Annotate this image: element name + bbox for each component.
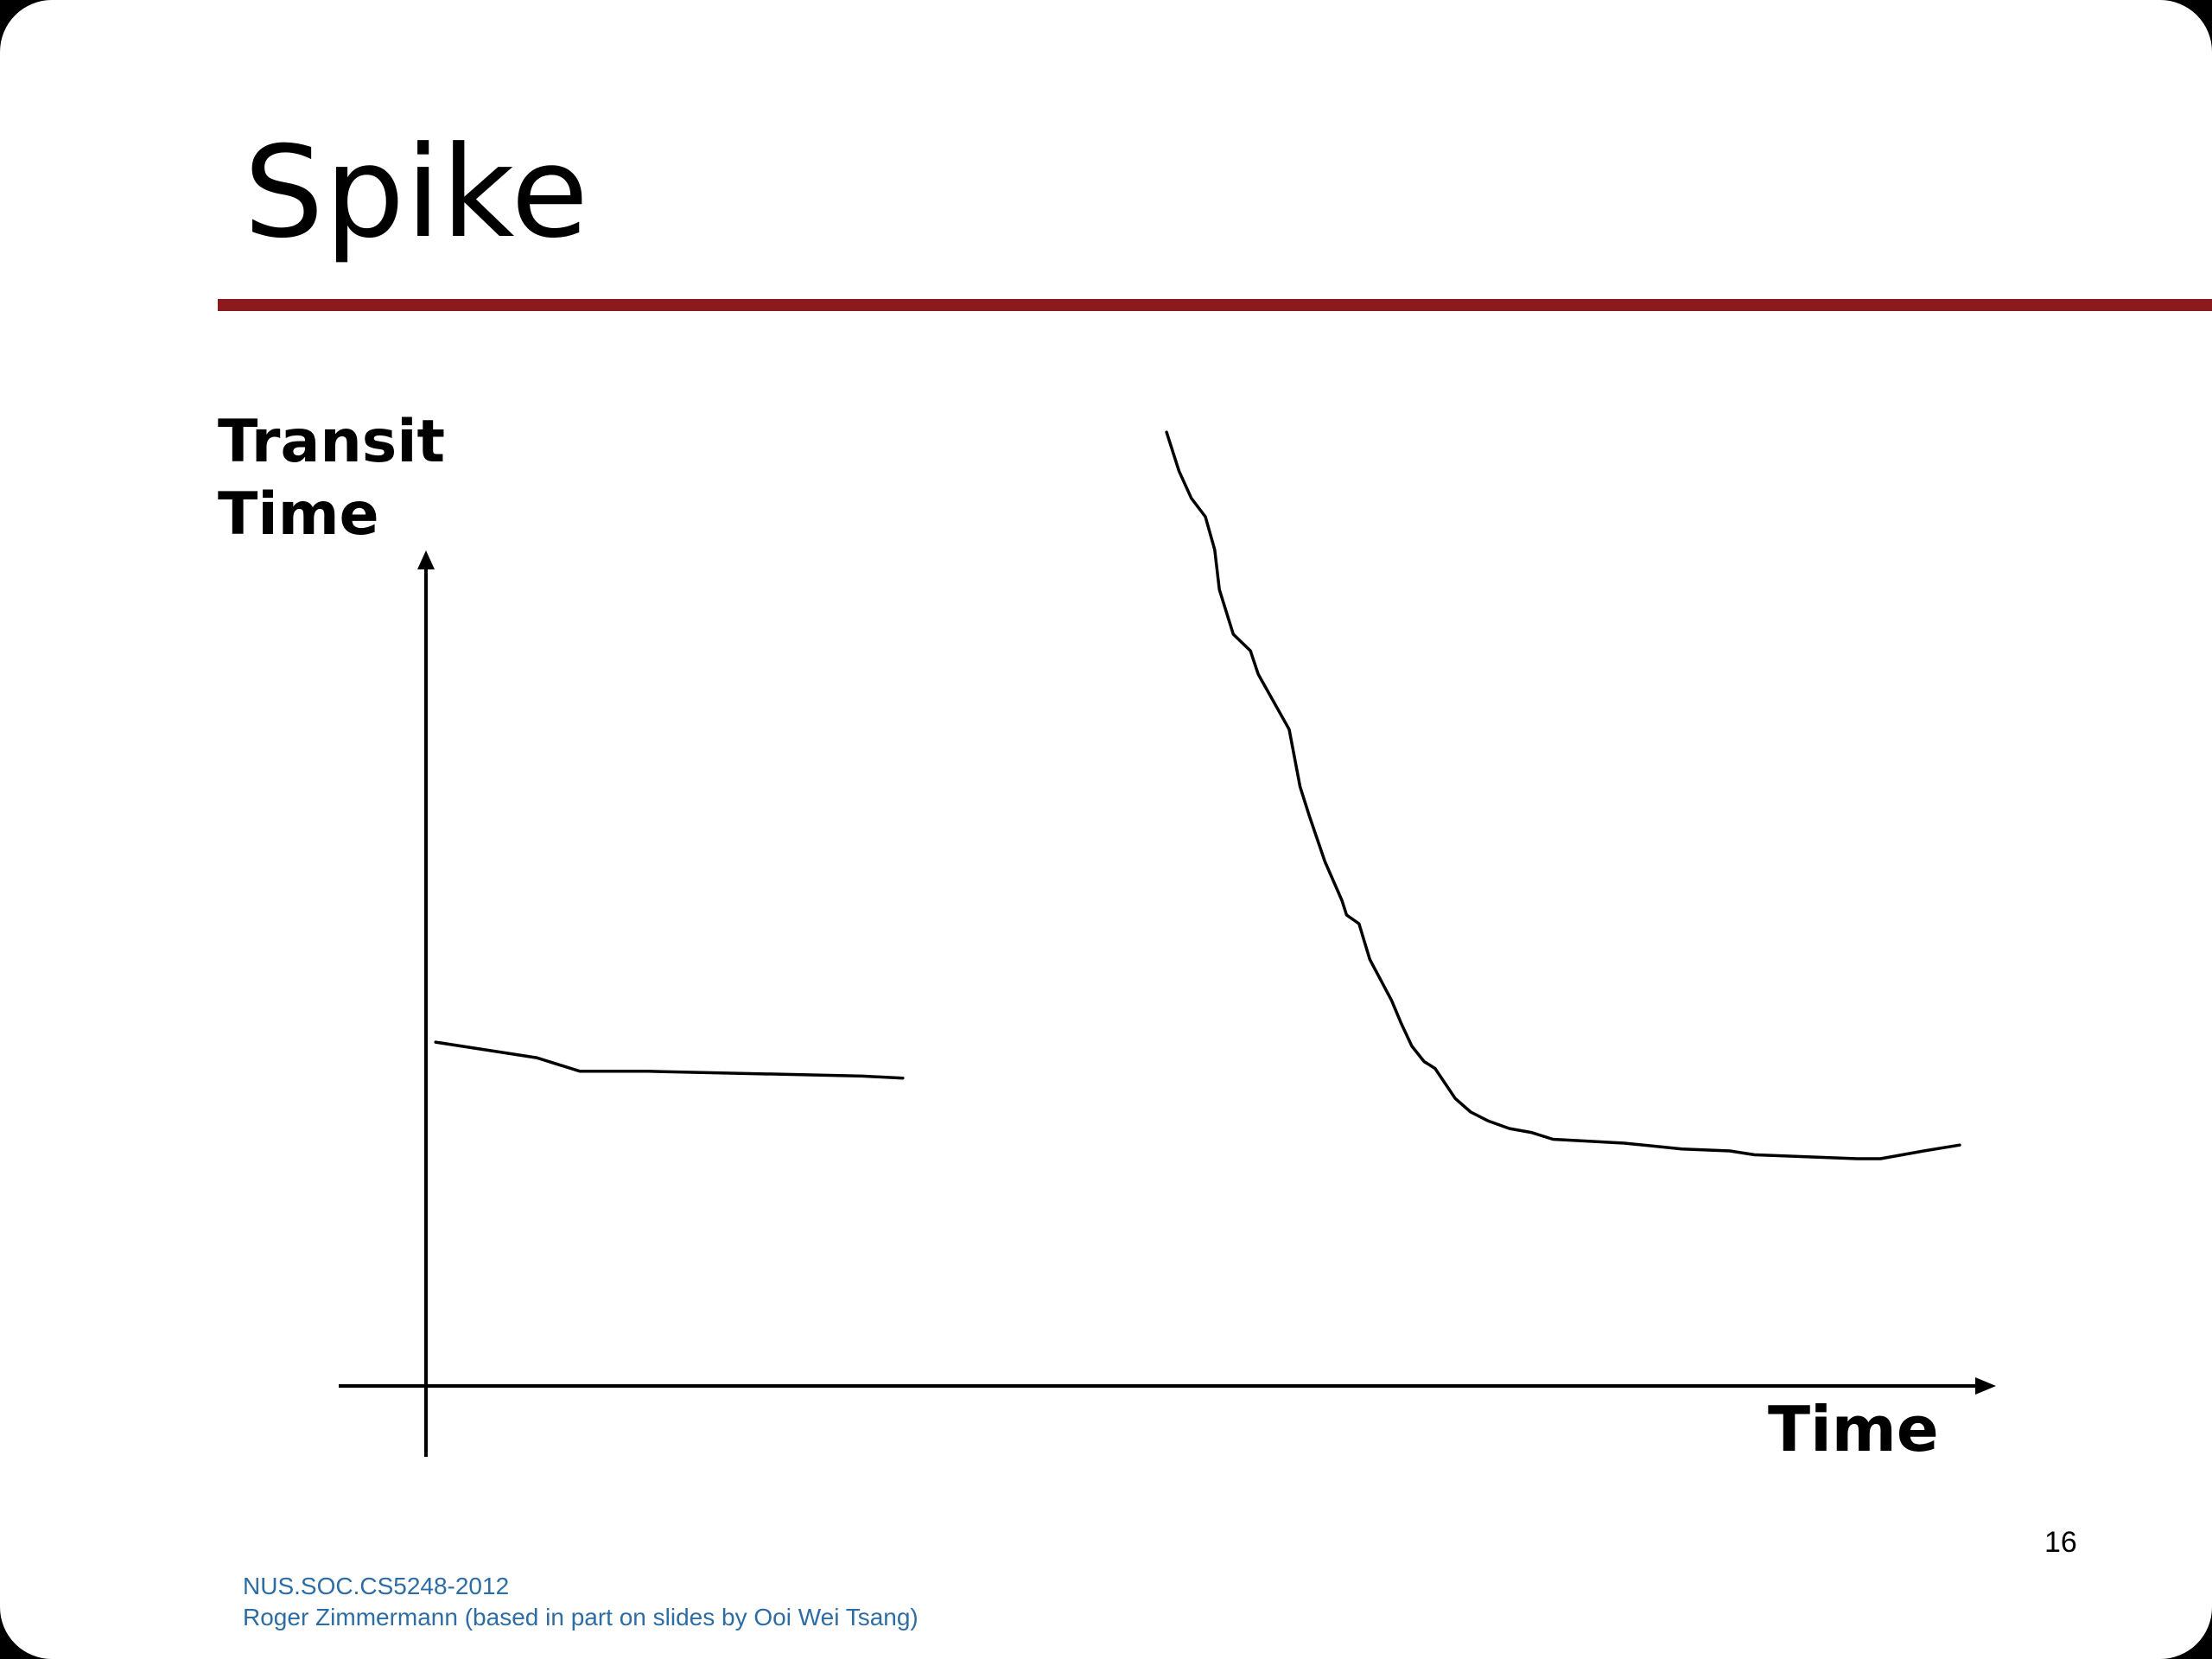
y-axis-label-line-1: Transit xyxy=(218,408,446,476)
x-axis-label: Time xyxy=(1768,1393,1939,1465)
footer-credits: Roger Zimmermann (based in part on slide… xyxy=(243,1604,918,1630)
title-rule xyxy=(218,299,2212,311)
series-line-2 xyxy=(1165,430,1961,1160)
footer: NUS.SOC.CS5248-2012 Roger Zimmermann (ba… xyxy=(243,1571,918,1633)
y-axis-arrowhead xyxy=(417,550,435,569)
page-number: 16 xyxy=(2044,1526,2077,1559)
slide-title: Spike xyxy=(244,119,590,266)
y-axis-label: Transit Time xyxy=(218,406,445,551)
series-line-1 xyxy=(434,1040,905,1080)
x-axis-arrowhead xyxy=(1975,1377,1996,1395)
y-axis-label-line-2: Time xyxy=(218,480,379,549)
footer-course-code: NUS.SOC.CS5248-2012 xyxy=(243,1573,510,1599)
series-group xyxy=(434,430,1961,1160)
